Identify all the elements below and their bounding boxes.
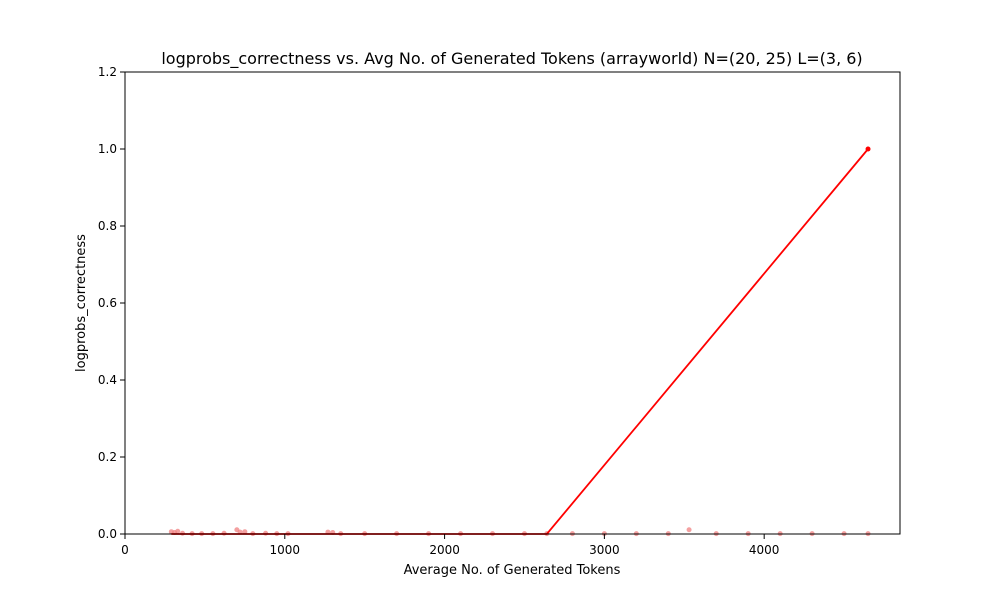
y-tick-label: 0.8 [98,219,117,233]
x-tick-label: 0 [121,543,129,557]
endpoint-marker [866,147,871,152]
chart-title: logprobs_correctness vs. Avg No. of Gene… [161,49,862,69]
data-point [175,529,180,534]
x-tick-label: 2000 [429,543,460,557]
x-axis-label: Average No. of Generated Tokens [404,563,621,578]
x-tick-label: 4000 [749,543,780,557]
y-axis-label: logprobs_correctness [74,234,89,372]
x-tick-label: 3000 [589,543,620,557]
y-tick-label: 0.4 [98,373,117,387]
y-tick-label: 1.2 [98,65,117,79]
y-tick-label: 0.6 [98,296,117,310]
y-tick-label: 1.0 [98,142,117,156]
x-tick-label: 1000 [270,543,301,557]
data-point [687,527,692,532]
y-tick-label: 0.2 [98,450,117,464]
y-tick-label: 0.0 [98,527,117,541]
